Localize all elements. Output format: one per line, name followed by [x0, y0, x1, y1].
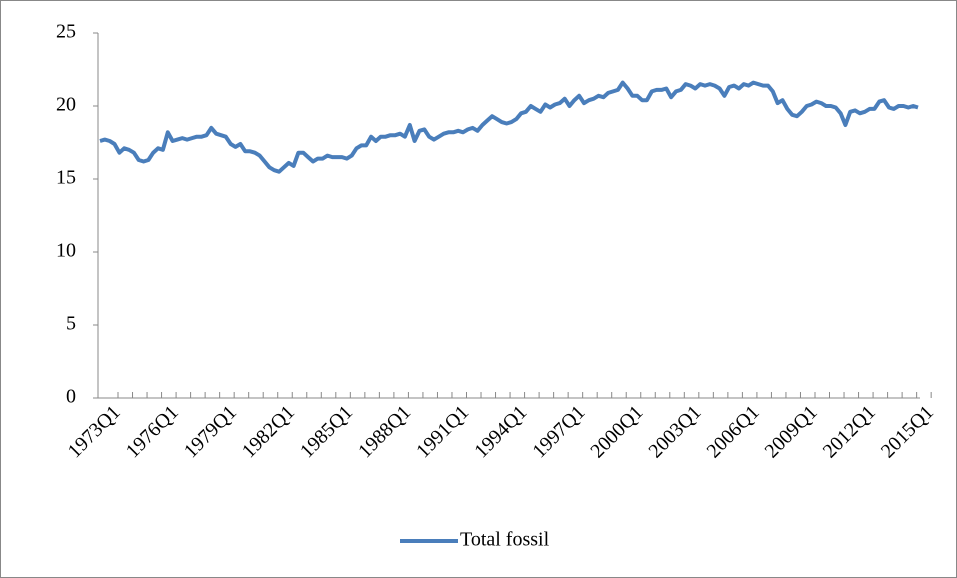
y-tick-label: 5: [66, 313, 76, 335]
y-tick-label: 0: [66, 386, 76, 408]
y-tick-label: 20: [56, 94, 76, 116]
y-tick-label: 25: [56, 21, 76, 43]
y-tick-label: 10: [56, 240, 76, 262]
legend-label: Total fossil: [460, 529, 550, 551]
y-tick-label: 15: [56, 167, 76, 189]
series-line: [99, 80, 919, 174]
